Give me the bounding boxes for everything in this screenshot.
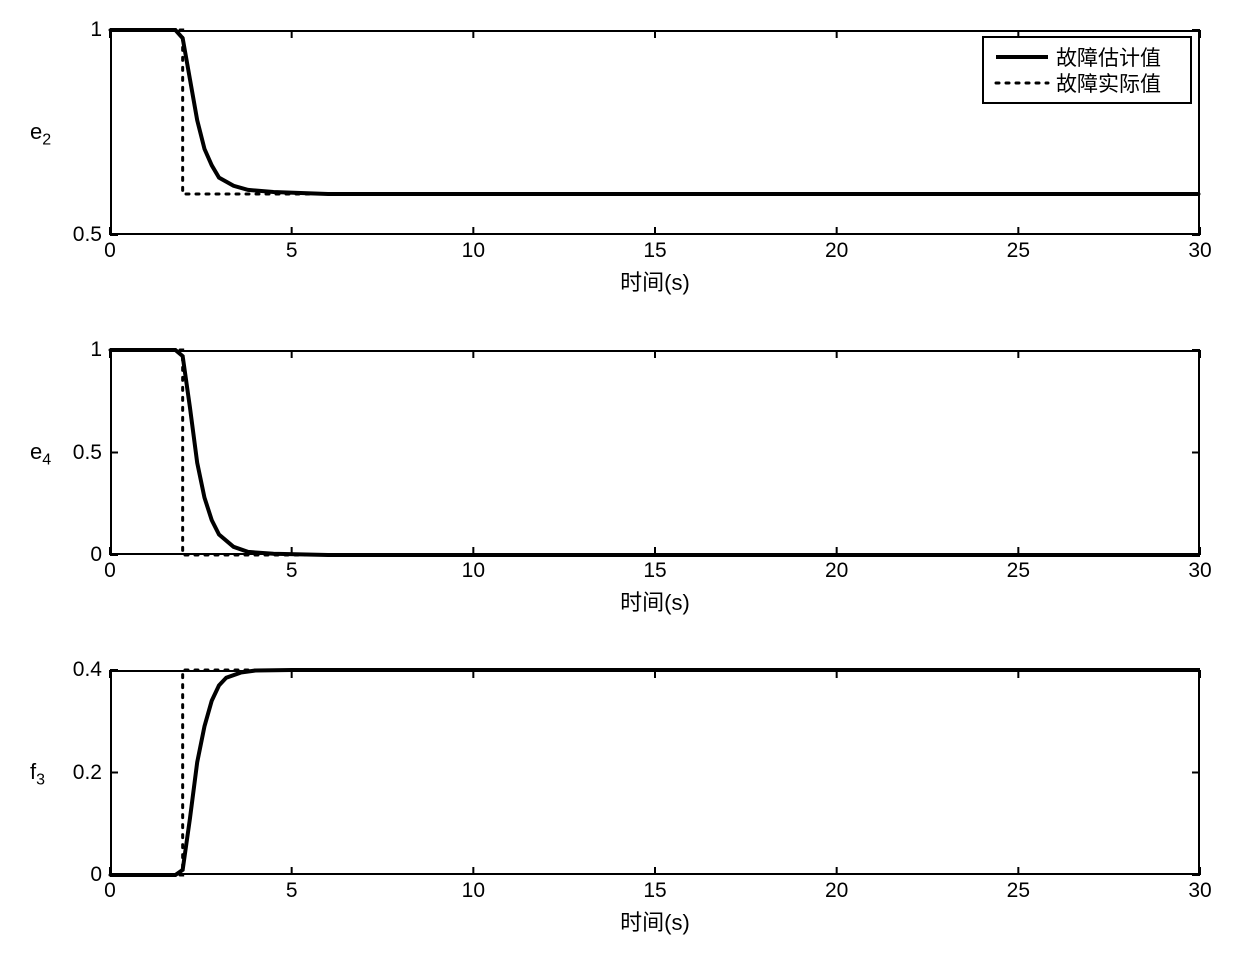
ytick-label: 0 — [90, 543, 102, 567]
ytick-label: 0.2 — [73, 761, 102, 785]
xtick-label: 5 — [272, 559, 312, 583]
xtick-label: 25 — [998, 239, 1038, 263]
xtick-label: 15 — [635, 559, 675, 583]
ylabel-e2: e2 — [30, 119, 51, 149]
xtick-label: 25 — [998, 559, 1038, 583]
xtick-label: 20 — [817, 559, 857, 583]
xlabel-e2: 时间(s) — [110, 265, 1200, 297]
legend-entry: 故障实际值 — [994, 70, 1180, 96]
ytick-label: 0.4 — [73, 658, 102, 682]
ylabel-sub: 2 — [42, 131, 51, 148]
ytick-label: 1 — [90, 18, 102, 42]
xtick-label: 30 — [1180, 239, 1220, 263]
legend-entry: 故障估计值 — [994, 44, 1180, 70]
xtick-label: 5 — [272, 879, 312, 903]
legend-swatch — [994, 73, 1050, 93]
subplot-e4 — [110, 350, 1200, 555]
xtick-label: 30 — [1180, 559, 1220, 583]
xtick-label: 15 — [635, 239, 675, 263]
xtick-label: 20 — [817, 239, 857, 263]
xtick-label: 30 — [1180, 879, 1220, 903]
subplot-f3 — [110, 670, 1200, 875]
ytick-label: 0.5 — [73, 223, 102, 247]
xtick-label: 10 — [453, 239, 493, 263]
legend-swatch — [994, 47, 1050, 67]
ylabel-sub: 3 — [36, 771, 45, 788]
xtick-label: 25 — [998, 879, 1038, 903]
xtick-label: 20 — [817, 879, 857, 903]
xtick-label: 10 — [453, 879, 493, 903]
xtick-label: 10 — [453, 559, 493, 583]
figure: e2 时间(s) e4 时间(s) f3 时间(s) 故障估计值故障实际值 05… — [0, 0, 1240, 978]
ylabel-f3: f3 — [30, 759, 45, 789]
xlabel-f3: 时间(s) — [110, 905, 1200, 937]
ylabel-main: e — [30, 119, 42, 144]
ylabel-main: e — [30, 439, 42, 464]
xtick-label: 5 — [272, 239, 312, 263]
xlabel-e4: 时间(s) — [110, 585, 1200, 617]
ytick-label: 1 — [90, 338, 102, 362]
ylabel-e4: e4 — [30, 439, 51, 469]
ytick-label: 0 — [90, 863, 102, 887]
ylabel-sub: 4 — [42, 451, 51, 468]
xtick-label: 15 — [635, 879, 675, 903]
legend-label: 故障实际值 — [1056, 68, 1161, 98]
ytick-label: 0.5 — [73, 441, 102, 465]
legend: 故障估计值故障实际值 — [982, 36, 1192, 104]
